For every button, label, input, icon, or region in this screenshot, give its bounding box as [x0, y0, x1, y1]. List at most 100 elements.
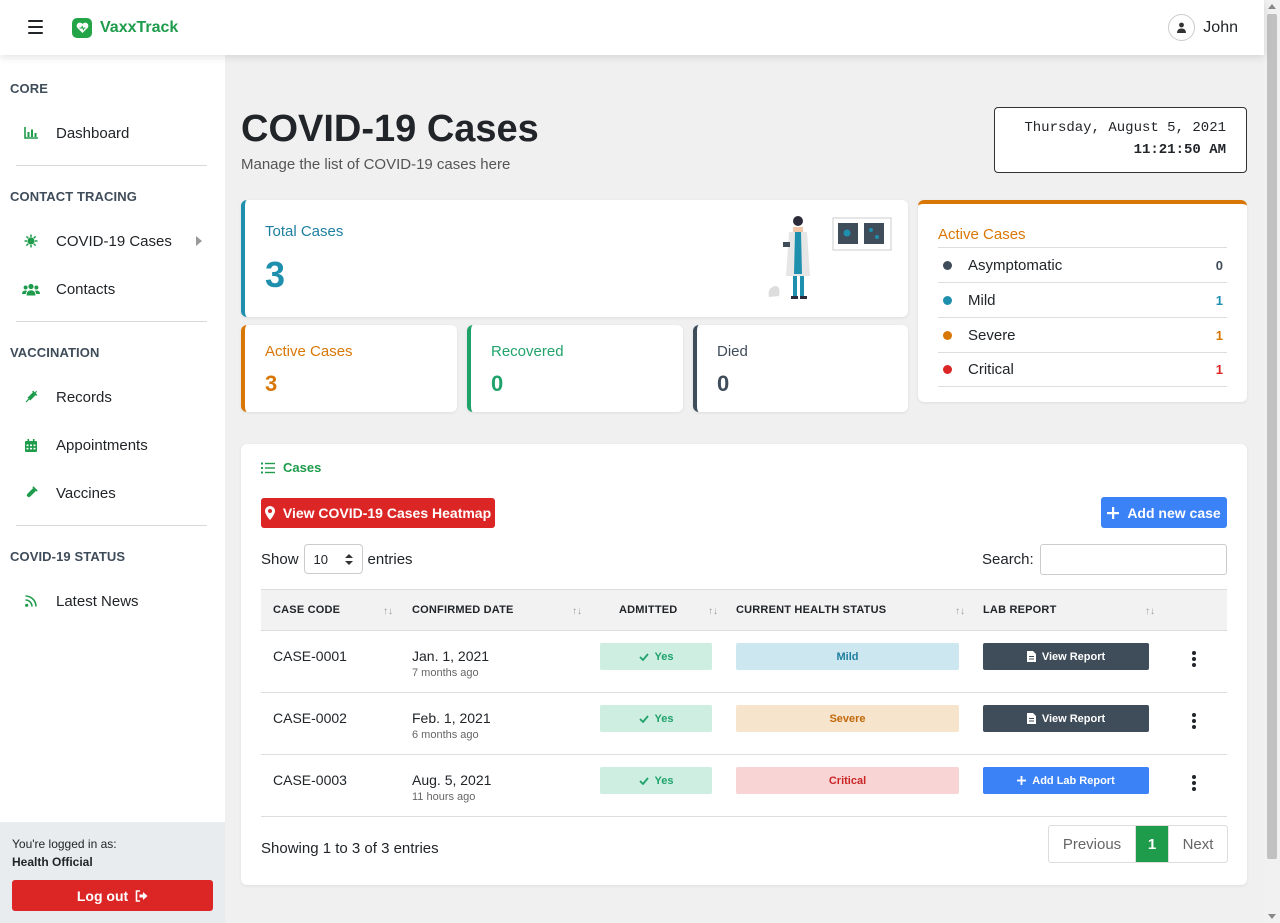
- recovered-label: Recovered: [491, 343, 564, 360]
- sidebar-item-covid-cases[interactable]: COVID-19 Cases: [0, 223, 225, 259]
- logout-label: Log out: [76, 887, 129, 904]
- col-confirmed-date[interactable]: CONFIRMED DATE: [412, 604, 514, 616]
- page-scrollbar[interactable]: [1264, 0, 1280, 923]
- table-row: CASE-0002 Feb. 1, 2021 6 months ago Yes …: [261, 693, 1227, 755]
- user-name: John: [1203, 18, 1238, 36]
- brand[interactable]: VaxxTrack: [72, 18, 178, 38]
- plus-icon: [1017, 776, 1027, 785]
- sidebar-item-label: Appointments: [56, 436, 148, 454]
- vial-icon: [22, 484, 40, 502]
- check-icon: [638, 652, 649, 661]
- sort-icon[interactable]: ↑↓: [572, 606, 582, 617]
- plus-icon: [1107, 506, 1120, 519]
- active-row-count: 1: [1215, 362, 1223, 377]
- col-health-status[interactable]: CURRENT HEALTH STATUS: [736, 604, 887, 616]
- admitted-badge: Yes: [600, 643, 712, 670]
- view-report-button[interactable]: View Report: [983, 705, 1149, 732]
- confirmed-date: Feb. 1, 2021: [412, 710, 491, 726]
- sidebar-divider: [16, 165, 207, 166]
- scrollbar-thumb[interactable]: [1267, 14, 1277, 859]
- case-code: CASE-0003: [273, 772, 347, 788]
- confirmed-date: Jan. 1, 2021: [412, 648, 490, 664]
- table-row: CASE-0001 Jan. 1, 2021 7 months ago Yes …: [261, 631, 1227, 693]
- col-lab-report[interactable]: LAB REPORT: [983, 604, 1057, 616]
- sort-icon[interactable]: ↑↓: [708, 606, 718, 617]
- row-actions-icon[interactable]: [1189, 713, 1199, 729]
- health-status-badge: Mild: [736, 643, 959, 670]
- page-1-button[interactable]: 1: [1136, 826, 1168, 862]
- sidebar-heading-contact-tracing: CONTACT TRACING: [10, 189, 137, 204]
- sidebar-item-label: Dashboard: [56, 124, 130, 142]
- sort-icon[interactable]: ↑↓: [1145, 606, 1155, 617]
- entries-select[interactable]: 10: [303, 544, 363, 574]
- users-icon: [22, 280, 40, 298]
- view-report-button[interactable]: View Report: [983, 643, 1149, 670]
- search-input[interactable]: [1039, 544, 1227, 575]
- sidebar-item-contacts[interactable]: Contacts: [0, 271, 225, 307]
- cases-header: Cases: [261, 460, 321, 475]
- active-row-critical: Critical 1: [938, 352, 1227, 387]
- sidebar-item-appointments[interactable]: Appointments: [0, 427, 225, 463]
- sort-icon[interactable]: ↑↓: [955, 606, 965, 617]
- sidebar-item-label: Contacts: [56, 280, 116, 298]
- select-arrows-icon: [344, 554, 353, 565]
- cases-title: Cases: [283, 460, 322, 475]
- page-title: COVID-19 Cases: [241, 108, 539, 150]
- total-cases-label: Total Cases: [265, 223, 344, 240]
- active-row-count: 0: [1215, 257, 1223, 273]
- scroll-up-icon[interactable]: [1268, 4, 1276, 9]
- view-heatmap-button[interactable]: View COVID-19 Cases Heatmap: [261, 498, 495, 528]
- page-subtitle: Manage the list of COVID-19 cases here: [241, 156, 511, 173]
- virus-icon: [22, 232, 40, 250]
- entries-value: 10: [313, 551, 328, 567]
- check-icon: [638, 714, 649, 723]
- died-label: Died: [717, 343, 748, 360]
- file-icon: [1026, 651, 1036, 662]
- sidebar-item-dashboard[interactable]: Dashboard: [0, 115, 225, 151]
- logout-button[interactable]: Log out: [12, 880, 213, 911]
- doctor-illustration: [768, 216, 892, 299]
- row-actions-icon[interactable]: [1189, 651, 1199, 667]
- active-cases-value: 3: [265, 371, 278, 396]
- add-lab-report-label: Add Lab Report: [1032, 774, 1115, 787]
- col-case-code[interactable]: CASE CODE: [273, 604, 341, 616]
- row-actions-icon[interactable]: [1189, 775, 1199, 791]
- next-page-button[interactable]: Next: [1168, 826, 1227, 862]
- add-new-case-button[interactable]: Add new case: [1101, 497, 1227, 528]
- user-menu[interactable]: John: [1168, 14, 1238, 41]
- admitted-badge: Yes: [600, 705, 712, 732]
- active-row-name: Asymptomatic: [968, 256, 1063, 274]
- admitted-badge: Yes: [600, 767, 712, 794]
- check-icon: [638, 776, 649, 785]
- sidebar-item-records[interactable]: Records: [0, 379, 225, 415]
- active-row-severe: Severe 1: [938, 317, 1227, 352]
- map-marker-icon: [264, 506, 275, 520]
- clock-widget: Thursday, August 5, 2021 11:21:50 AM: [994, 107, 1247, 173]
- menu-toggle-icon[interactable]: [28, 20, 43, 34]
- clock-time: 11:21:50 AM: [1133, 142, 1226, 158]
- active-row-name: Mild: [968, 291, 996, 309]
- sidebar-heading-vaccination: VACCINATION: [10, 345, 100, 360]
- sidebar-item-vaccines[interactable]: Vaccines: [0, 475, 225, 511]
- logged-in-label: You're logged in as:: [12, 837, 117, 851]
- sidebar-item-latest-news[interactable]: Latest News: [0, 583, 225, 619]
- recovered-card: Recovered 0: [467, 325, 683, 412]
- file-icon: [1026, 713, 1036, 724]
- active-row-name: Critical: [968, 361, 1014, 378]
- sidebar: CORE Dashboard CONTACT TRACING COVID-19 …: [0, 55, 225, 923]
- add-lab-report-button[interactable]: Add Lab Report: [983, 767, 1149, 794]
- entries-label: entries: [367, 550, 413, 568]
- active-cases-card: Active Cases 3: [241, 325, 457, 412]
- sort-asc-icon[interactable]: ↑↓: [383, 606, 393, 617]
- col-admitted[interactable]: ADMITTED: [619, 604, 678, 616]
- scroll-down-icon[interactable]: [1268, 914, 1276, 919]
- entries-control: Show 10 entries: [261, 544, 413, 574]
- brand-name: VaxxTrack: [100, 19, 179, 36]
- list-icon: [261, 462, 275, 474]
- previous-page-button[interactable]: Previous: [1049, 826, 1136, 862]
- syringe-icon: [22, 388, 40, 406]
- user-icon: [1168, 14, 1196, 41]
- total-cases-value: 3: [265, 254, 286, 295]
- active-cases-label: Active Cases: [265, 343, 353, 360]
- search-control: Search:: [982, 544, 1227, 575]
